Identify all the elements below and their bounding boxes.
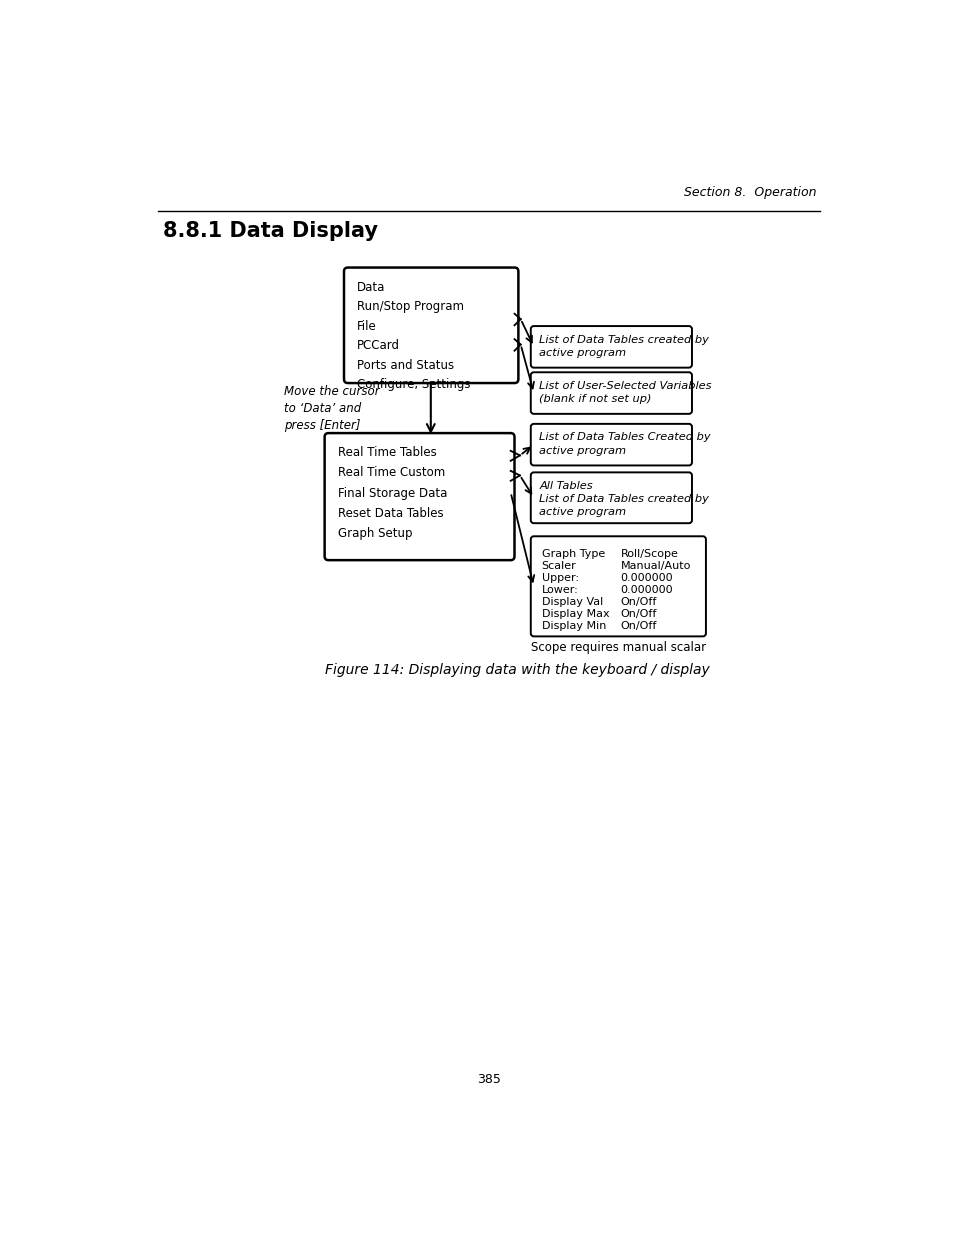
Text: Lower:: Lower: <box>541 585 578 595</box>
Text: All Tables
List of Data Tables created by
active program: All Tables List of Data Tables created b… <box>538 480 708 517</box>
FancyBboxPatch shape <box>530 372 691 414</box>
FancyBboxPatch shape <box>530 472 691 524</box>
FancyBboxPatch shape <box>530 536 705 636</box>
Text: Display Min: Display Min <box>541 621 605 631</box>
Text: Manual/Auto: Manual/Auto <box>620 561 690 572</box>
FancyBboxPatch shape <box>344 268 517 383</box>
Text: Scaler: Scaler <box>541 561 576 572</box>
Text: Graph Type: Graph Type <box>541 550 604 559</box>
Text: On/Off: On/Off <box>620 609 657 619</box>
FancyBboxPatch shape <box>530 326 691 368</box>
Text: List of User-Selected Variables
(blank if not set up): List of User-Selected Variables (blank i… <box>538 380 711 404</box>
FancyBboxPatch shape <box>530 424 691 466</box>
Text: Real Time Tables
Real Time Custom
Final Storage Data
Reset Data Tables
Graph Set: Real Time Tables Real Time Custom Final … <box>337 446 447 540</box>
Text: Display Val: Display Val <box>541 597 602 608</box>
Text: Section 8.  Operation: Section 8. Operation <box>683 186 816 199</box>
Text: Roll/Scope: Roll/Scope <box>620 550 678 559</box>
Text: List of Data Tables created by
active program: List of Data Tables created by active pr… <box>538 335 708 358</box>
Text: 0.000000: 0.000000 <box>620 573 673 583</box>
Text: Data
Run/Stop Program
File
PCCard
Ports and Status
Configure, Settings: Data Run/Stop Program File PCCard Ports … <box>356 280 470 391</box>
Text: Move the cursor
to ‘Data’ and
press [Enter]: Move the cursor to ‘Data’ and press [Ent… <box>284 385 379 432</box>
Text: Figure 114: Displaying data with the keyboard / display: Figure 114: Displaying data with the key… <box>324 662 709 677</box>
Text: Upper:: Upper: <box>541 573 578 583</box>
Text: 8.8.1 Data Display: 8.8.1 Data Display <box>163 221 378 241</box>
Text: On/Off: On/Off <box>620 597 657 608</box>
Text: List of Data Tables Created by
active program: List of Data Tables Created by active pr… <box>538 432 710 456</box>
Text: Display Max: Display Max <box>541 609 609 619</box>
Text: 385: 385 <box>476 1073 500 1086</box>
Text: On/Off: On/Off <box>620 621 657 631</box>
FancyBboxPatch shape <box>324 433 514 561</box>
Text: Scope requires manual scalar: Scope requires manual scalar <box>530 641 705 655</box>
Text: 0.000000: 0.000000 <box>620 585 673 595</box>
